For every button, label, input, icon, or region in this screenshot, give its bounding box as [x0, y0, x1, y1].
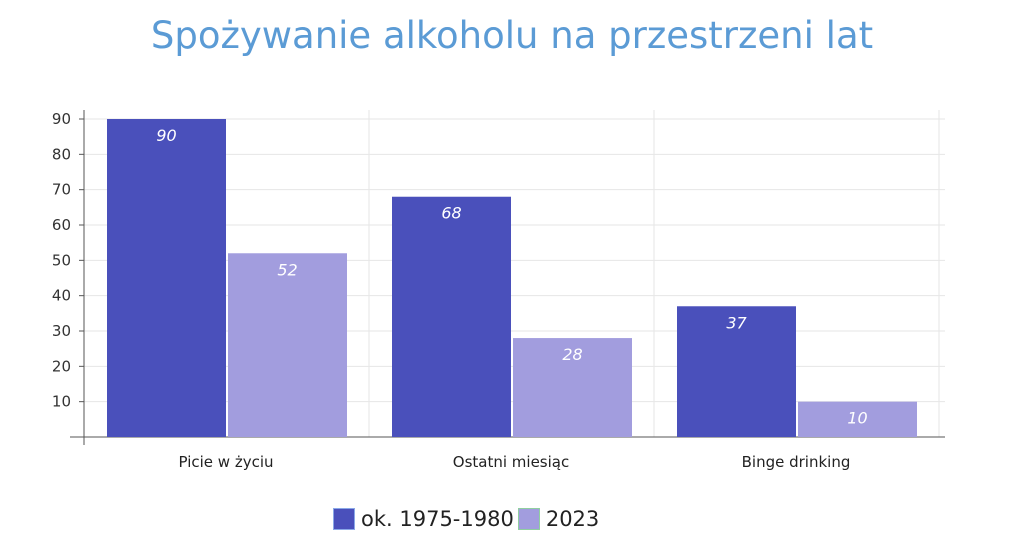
legend-item[interactable]: 2023	[517, 507, 600, 531]
data-label: 37	[726, 313, 747, 332]
bar	[107, 119, 226, 437]
x-category-label: Ostatni miesiąc	[453, 453, 569, 471]
y-tick-label: 30	[52, 322, 71, 340]
y-tick-label: 40	[52, 287, 71, 305]
y-tick-label: 60	[52, 216, 71, 234]
data-label: 28	[562, 345, 582, 364]
bar	[228, 253, 347, 437]
y-tick-label: 10	[52, 393, 71, 411]
data-label: 10	[847, 409, 867, 428]
legend-swatch	[333, 508, 355, 530]
y-tick-label: 90	[52, 110, 71, 128]
legend-item[interactable]: ok. 1975-1980	[333, 507, 514, 531]
y-tick-label: 20	[52, 357, 71, 375]
x-category-label: Binge drinking	[742, 453, 851, 471]
y-tick-label: 70	[52, 181, 71, 199]
legend-label: ok. 1975-1980	[361, 507, 514, 531]
legend-label: 2023	[545, 507, 600, 531]
bar	[798, 401, 917, 437]
x-category-label: Picie w życiu	[178, 453, 273, 471]
data-label: 90	[156, 126, 176, 145]
bar	[513, 338, 632, 437]
bar	[677, 306, 796, 437]
bar	[392, 196, 511, 437]
legend-swatch	[517, 508, 540, 530]
legend: ok. 1975-1980 2023	[333, 507, 603, 531]
data-label: 68	[441, 204, 461, 223]
y-tick-label: 80	[52, 145, 71, 163]
y-tick-label: 50	[52, 251, 71, 269]
chart-title: Spożywanie alkoholu na przestrzeni lat	[150, 14, 874, 57]
data-label: 52	[277, 260, 297, 279]
